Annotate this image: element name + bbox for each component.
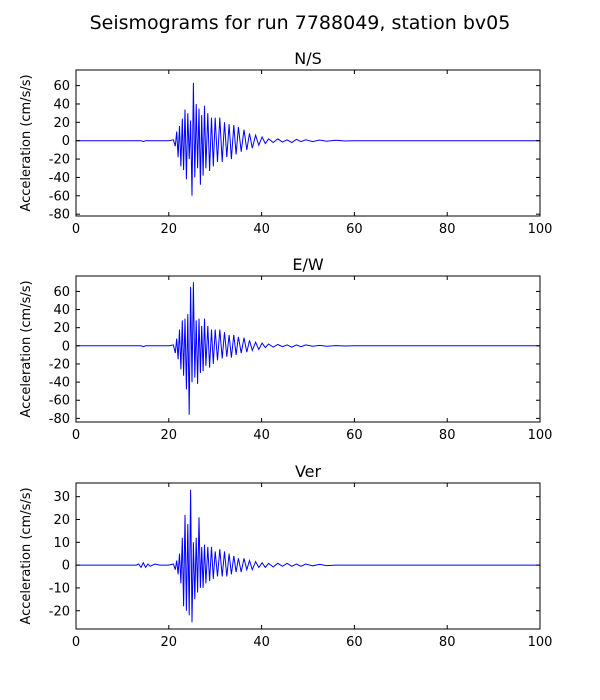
y-tick-label: -10 xyxy=(49,581,70,596)
y-tick-label: 30 xyxy=(53,490,70,505)
x-tick-label: 40 xyxy=(253,222,270,237)
figure-title: Seismograms for run 7788049, station bv0… xyxy=(90,12,511,34)
panel-ew: E/W Acceleration (cm/s/s) 0 20 40 60 80 100 -80 -… xyxy=(19,255,552,443)
x-tick-label: 60 xyxy=(346,428,363,443)
y-tick-label: -60 xyxy=(49,394,70,409)
y-tick-label: -20 xyxy=(49,357,70,372)
y-tick-label: -40 xyxy=(49,171,70,186)
y-tick-label: 40 xyxy=(53,303,70,318)
x-tick-label: 40 xyxy=(253,428,270,443)
axes-frame xyxy=(75,482,541,630)
y-tick-label: -60 xyxy=(49,189,70,204)
x-tick-label: 60 xyxy=(346,635,363,650)
x-tick-label: 60 xyxy=(346,222,363,237)
x-tick-label: 0 xyxy=(72,635,80,650)
axes-frame xyxy=(75,69,541,217)
y-tick-label: -80 xyxy=(49,412,70,427)
y-tick-label: 0 xyxy=(62,134,70,149)
x-tick-label: 40 xyxy=(253,635,270,650)
y-tick-label: -80 xyxy=(49,208,70,223)
x-tick-label: 20 xyxy=(161,635,178,650)
y-tick-label: 40 xyxy=(53,97,70,112)
x-tick-label: 100 xyxy=(528,635,553,650)
x-tick-label: 100 xyxy=(528,222,553,237)
y-tick-label: 20 xyxy=(53,513,70,528)
x-tick-label: 80 xyxy=(439,635,456,650)
y-tick-label: -20 xyxy=(49,604,70,619)
y-tick-label: 20 xyxy=(53,321,70,336)
y-axis-label: Acceleration (cm/s/s) xyxy=(19,280,34,417)
y-tick-label: 60 xyxy=(53,79,70,94)
y-tick-label: 60 xyxy=(53,285,70,300)
y-tick-label: 0 xyxy=(62,559,70,574)
x-tick-label: 80 xyxy=(439,222,456,237)
y-tick-label: 10 xyxy=(53,536,70,551)
series-line xyxy=(76,82,540,196)
y-axis-label: Acceleration (cm/s/s) xyxy=(19,74,34,211)
y-axis-label: Acceleration (cm/s/s) xyxy=(19,487,34,624)
axes-frame xyxy=(75,275,541,423)
panel-title: Ver xyxy=(295,462,322,481)
x-tick-label: 80 xyxy=(439,428,456,443)
y-tick-label: 20 xyxy=(53,116,70,131)
panel-title: N/S xyxy=(294,49,322,68)
x-tick-label: 0 xyxy=(72,428,80,443)
series-line xyxy=(76,282,540,415)
panel-title: E/W xyxy=(292,255,324,274)
series-line xyxy=(76,489,540,623)
x-tick-label: 20 xyxy=(161,222,178,237)
x-tick-label: 0 xyxy=(72,222,80,237)
y-tick-label: -40 xyxy=(49,376,70,391)
y-tick-label: 0 xyxy=(62,339,70,354)
y-tick-label: -20 xyxy=(49,153,70,168)
panel-ns: N/S Acceleration (cm/s/s) 0 20 40 60 80 100 -80 -… xyxy=(19,49,552,237)
x-tick-label: 20 xyxy=(161,428,178,443)
x-tick-label: 100 xyxy=(528,428,553,443)
